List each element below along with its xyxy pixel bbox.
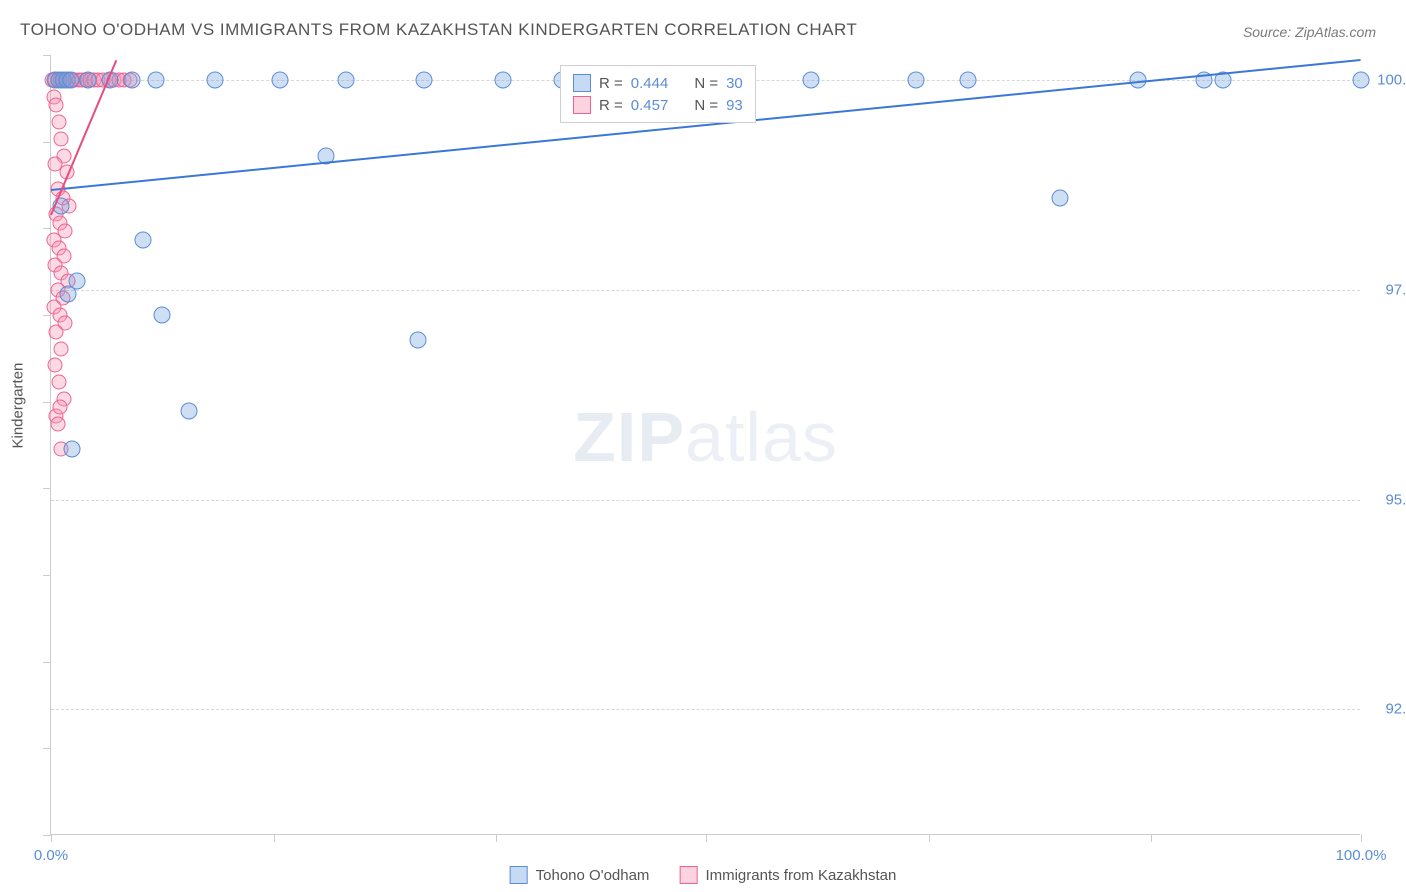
scatter-point	[63, 441, 80, 458]
scatter-point	[494, 72, 511, 89]
scatter-point	[53, 400, 68, 415]
legend-row: R =0.444N =30	[573, 72, 743, 94]
scatter-point	[272, 72, 289, 89]
legend-swatch	[510, 866, 528, 884]
ytick-label: 92.5%	[1368, 701, 1406, 718]
scatter-point	[337, 72, 354, 89]
scatter-point	[51, 375, 66, 390]
xtick-label: 0.0%	[34, 847, 68, 864]
gridline	[51, 290, 1360, 291]
xtick	[274, 834, 275, 842]
scatter-point	[49, 324, 64, 339]
chart-plot-area: ZIPatlas 92.5%95.0%97.5%100.0%0.0%100.0%	[50, 55, 1360, 835]
xtick	[1361, 834, 1362, 842]
scatter-point	[1353, 72, 1370, 89]
scatter-point	[62, 72, 79, 89]
ytick-label: 100.0%	[1368, 72, 1406, 89]
scatter-point	[60, 286, 77, 303]
chart-title: TOHONO O'ODHAM VS IMMIGRANTS FROM KAZAKH…	[20, 20, 857, 40]
scatter-point	[960, 72, 977, 89]
series-legend: Tohono O'odham Immigrants from Kazakhstan	[510, 866, 897, 884]
scatter-point	[180, 403, 197, 420]
correlation-legend: R =0.444N =30R =0.457N =93	[560, 65, 756, 123]
scatter-point	[79, 72, 96, 89]
scatter-point	[416, 72, 433, 89]
scatter-point	[50, 417, 65, 432]
legend-row: R =0.457N =93	[573, 94, 743, 116]
xtick	[1151, 834, 1152, 842]
scatter-point	[54, 341, 69, 356]
xtick-label: 100.0%	[1336, 847, 1387, 864]
watermark: ZIPatlas	[573, 397, 838, 477]
gridline	[51, 709, 1360, 710]
legend-swatch	[573, 74, 591, 92]
legend-swatch	[679, 866, 697, 884]
gridline	[51, 500, 1360, 501]
scatter-point	[409, 332, 426, 349]
scatter-point	[49, 98, 64, 113]
ytick-label: 97.5%	[1368, 281, 1406, 298]
xtick	[706, 834, 707, 842]
y-axis-label: Kindergarten	[10, 363, 27, 449]
legend-label: Tohono O'odham	[536, 867, 650, 884]
scatter-point	[147, 72, 164, 89]
xtick	[496, 834, 497, 842]
scatter-point	[907, 72, 924, 89]
scatter-point	[124, 72, 141, 89]
scatter-point	[154, 307, 171, 324]
legend-item: Immigrants from Kazakhstan	[679, 866, 896, 884]
source-label: Source: ZipAtlas.com	[1243, 24, 1376, 40]
legend-item: Tohono O'odham	[510, 866, 650, 884]
ytick-label: 95.0%	[1368, 491, 1406, 508]
scatter-point	[1051, 189, 1068, 206]
scatter-point	[134, 231, 151, 248]
scatter-point	[47, 358, 62, 373]
xtick	[929, 834, 930, 842]
legend-swatch	[573, 96, 591, 114]
scatter-point	[54, 131, 69, 146]
legend-label: Immigrants from Kazakhstan	[705, 867, 896, 884]
scatter-point	[802, 72, 819, 89]
scatter-point	[206, 72, 223, 89]
xtick	[51, 834, 52, 842]
scatter-point	[51, 115, 66, 130]
